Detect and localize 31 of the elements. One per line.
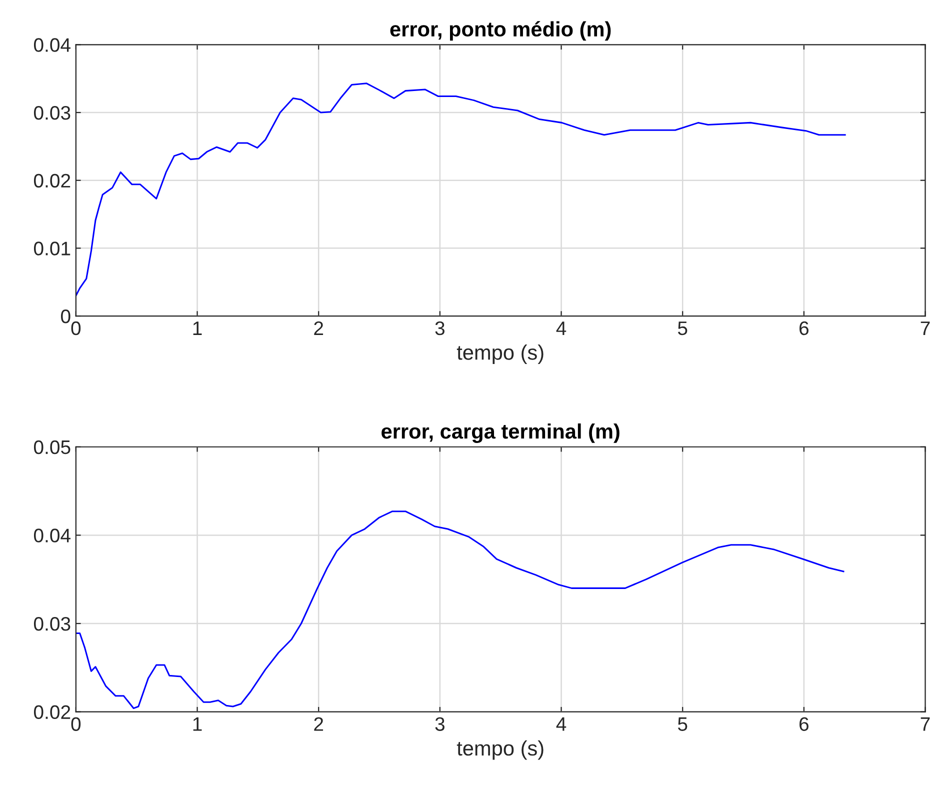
y-tick-label: 0.04 <box>34 528 70 542</box>
x-tick-label: 6 <box>800 321 808 336</box>
x-axis-title: tempo (s) <box>456 740 544 760</box>
y-tick-label: 0.02 <box>34 705 70 720</box>
y-tick-label: 0.01 <box>34 242 70 256</box>
x-tick-label: 7 <box>920 322 930 335</box>
x-tick-label: 0 <box>71 321 81 336</box>
x-tick-label: 0 <box>71 717 81 731</box>
y-tick-label: 0.03 <box>34 106 70 120</box>
x-tick-label: 7 <box>920 717 930 731</box>
x-tick-label: 5 <box>678 322 688 336</box>
x-tick-label: 2 <box>314 321 324 335</box>
y-tick-label: 0.02 <box>34 174 70 188</box>
line-series <box>76 510 844 710</box>
x-tick-label: 1 <box>193 322 202 335</box>
y-tick-label: 0 <box>61 309 70 324</box>
y-tick-label: 0.03 <box>34 616 70 631</box>
y-tick-label: 0.04 <box>34 38 70 52</box>
x-tick-label: 4 <box>556 322 566 335</box>
chart-title: error, carga terminal (m) <box>382 423 620 443</box>
x-tick-label: 6 <box>800 717 808 731</box>
x-tick-label: 3 <box>435 717 444 731</box>
x-tick-label: 5 <box>678 717 688 731</box>
x-tick-label: 2 <box>314 717 324 731</box>
x-tick-label: 1 <box>193 717 202 731</box>
x-tick-label: 4 <box>556 717 566 731</box>
line-series <box>76 82 846 296</box>
x-tick-label: 3 <box>435 321 444 336</box>
x-axis-title: tempo (s) <box>456 344 544 364</box>
chart-title: error, ponto médio (m) <box>390 21 611 41</box>
y-tick-label: 0.05 <box>34 440 70 454</box>
